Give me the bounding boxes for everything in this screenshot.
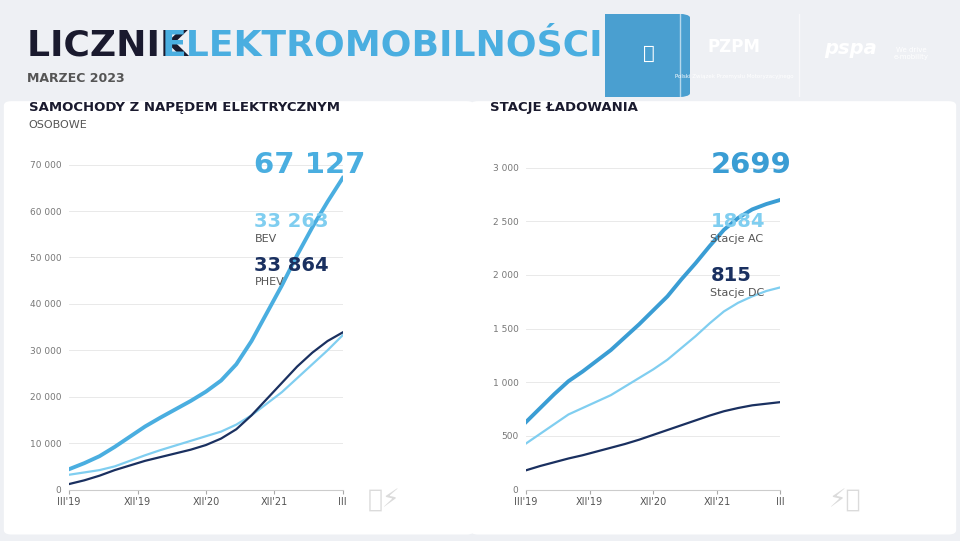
Text: LICZNIK: LICZNIK <box>27 29 201 63</box>
Text: 2699: 2699 <box>710 151 791 179</box>
Text: ⚡🔌: ⚡🔌 <box>828 489 861 512</box>
Text: Polski Związek Przemysłu Motoryzacyjnego: Polski Związek Przemysłu Motoryzacyjnego <box>675 74 794 79</box>
Text: We drive
e-mobility: We drive e-mobility <box>894 47 929 60</box>
Text: MARZEC 2023: MARZEC 2023 <box>27 72 125 85</box>
Text: Stacje AC: Stacje AC <box>710 234 763 244</box>
Text: Stacje DC: Stacje DC <box>710 288 765 298</box>
Text: BEV: BEV <box>254 234 276 244</box>
Text: 🚗: 🚗 <box>643 44 655 63</box>
Text: 1884: 1884 <box>710 212 765 232</box>
FancyBboxPatch shape <box>594 14 690 97</box>
Text: STACJE ŁADOWANIA: STACJE ŁADOWANIA <box>490 101 637 114</box>
Text: 815: 815 <box>710 266 752 286</box>
Text: PZPM: PZPM <box>708 38 760 56</box>
Text: pspa: pspa <box>824 39 876 58</box>
Text: PHEV: PHEV <box>254 278 284 287</box>
Text: ELEKTROMOBILNOŚCI: ELEKTROMOBILNOŚCI <box>161 29 603 63</box>
Text: 67 127: 67 127 <box>254 151 366 179</box>
Text: OSOBOWE: OSOBOWE <box>29 120 87 130</box>
Text: SAMOCHODY Z NAPĘDEM ELEKTRYCZNYM: SAMOCHODY Z NAPĘDEM ELEKTRYCZNYM <box>29 101 340 114</box>
Text: 33 864: 33 864 <box>254 255 329 275</box>
Text: 🚗⚡: 🚗⚡ <box>368 489 400 512</box>
Text: 33 263: 33 263 <box>254 212 329 232</box>
